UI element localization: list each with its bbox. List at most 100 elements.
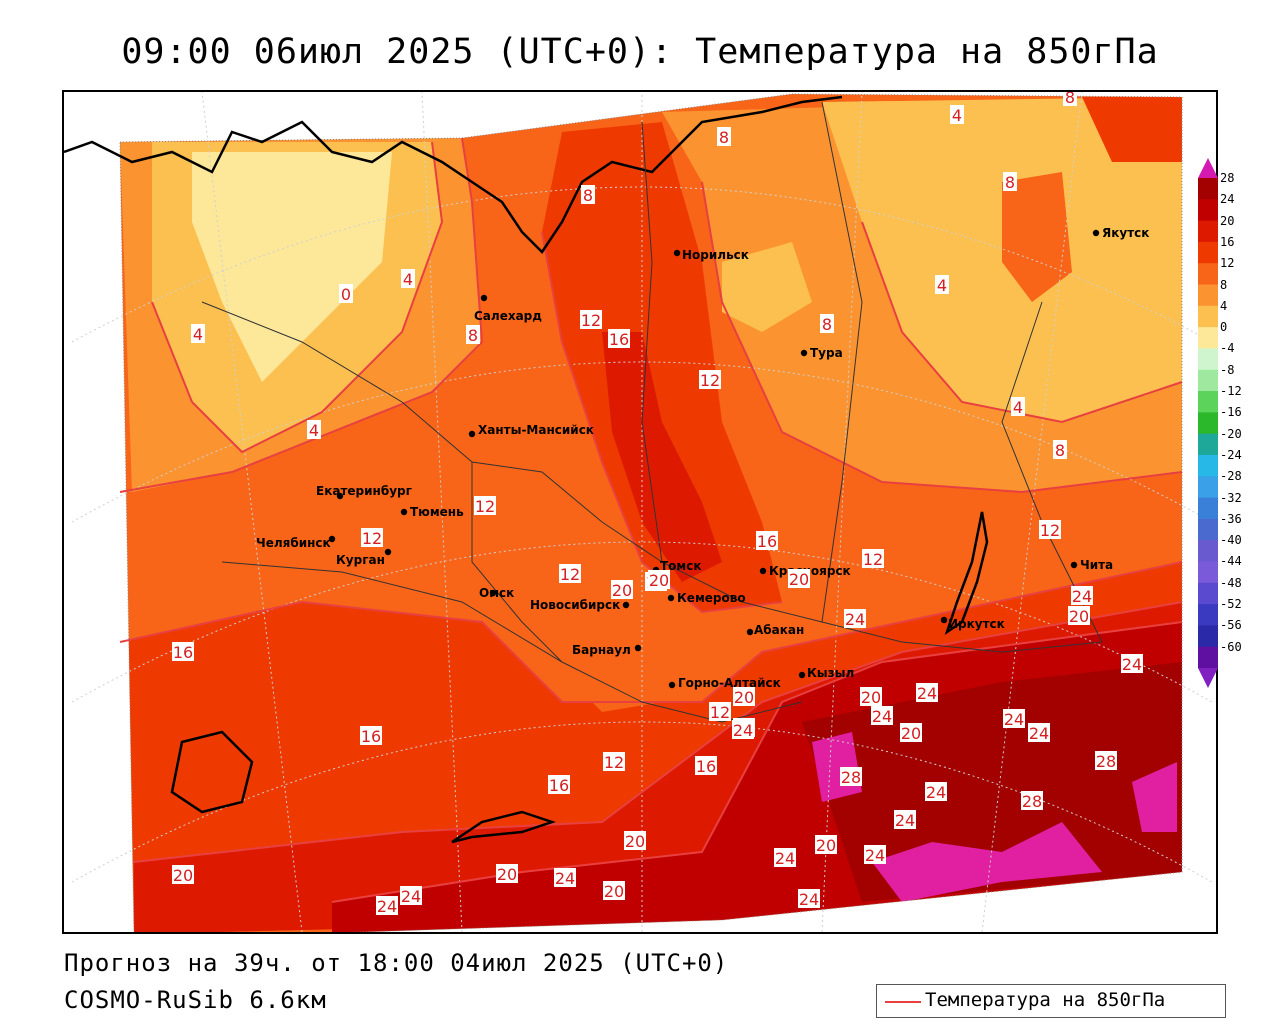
isotherm-value-label: 16: [695, 756, 717, 776]
admin-borders: [201, 101, 1103, 723]
city-marker: Норильск: [673, 248, 749, 262]
city-marker: Курган: [336, 548, 392, 567]
isotherm-value-label: 24: [400, 886, 422, 906]
colorbar-step: [1198, 412, 1218, 435]
city-dot: [759, 567, 767, 575]
svg-text:24: 24: [1029, 724, 1049, 743]
isotherms: [119, 137, 1183, 903]
isotherm-value-label: 20: [788, 569, 810, 589]
city-label: Барнаул: [572, 643, 631, 657]
colorbar-step: [1198, 369, 1218, 392]
isotherm-value-label: 24: [1028, 723, 1050, 743]
isotherm-value-label: 8: [717, 127, 731, 147]
field-16-ridge: [542, 122, 782, 612]
isotherm-labels-layer: 8848404481216128448812121612121216162024…: [172, 92, 1143, 916]
isotherm-value-label: 12: [361, 528, 383, 548]
isotherm-value-label: 20: [648, 570, 670, 590]
isotherm-value-label: 24: [1003, 709, 1025, 729]
svg-text:12: 12: [560, 565, 580, 584]
city-dot: [489, 589, 497, 597]
isotherm-value-label: 16: [756, 531, 778, 551]
isotherm-value-label: 24: [376, 896, 398, 916]
svg-text:4: 4: [309, 421, 319, 440]
svg-text:8: 8: [1065, 92, 1075, 107]
isotherm-value-label: 8: [581, 185, 595, 205]
city-dot: [1092, 229, 1100, 237]
colorbar-step: [1198, 582, 1218, 605]
colorbar-step: [1198, 348, 1218, 371]
colorbar-tick-label: -28: [1220, 469, 1242, 484]
city-dot: [336, 492, 344, 500]
legend-isotherm-swatch: [885, 1001, 921, 1003]
svg-text:24: 24: [401, 887, 421, 906]
city-dot: [798, 671, 806, 679]
svg-text:16: 16: [361, 727, 381, 746]
svg-text:20: 20: [173, 866, 193, 885]
city-marker: Якутск: [1092, 226, 1149, 240]
coastlines: [64, 95, 989, 844]
svg-text:24: 24: [917, 684, 937, 703]
city-dot: [328, 535, 336, 543]
colorbar-step: [1198, 305, 1218, 328]
svg-text:28: 28: [1096, 752, 1116, 771]
isotherm-value-label: 20: [603, 881, 625, 901]
colorbar-tick-label: 4: [1220, 298, 1228, 313]
colorbar-tick-label: 28: [1220, 171, 1235, 185]
colorbar-step: [1198, 497, 1218, 520]
colorbar-step: [1198, 391, 1218, 413]
svg-text:20: 20: [497, 865, 517, 884]
map-frame[interactable]: Норильск Салехард Тура Якутск Ханты-Мансийск…: [62, 90, 1218, 934]
city-label: Тюмень: [410, 505, 464, 519]
city-label: Абакан: [754, 623, 804, 637]
isotherm-value-label: 20: [496, 864, 518, 884]
isotherm-value-label: 4: [307, 420, 321, 440]
city-dot: [634, 644, 642, 652]
colorbar-step: [1198, 327, 1218, 349]
city-marker: Иркутск: [940, 616, 1005, 631]
map-legend: Температура на 850гПа: [876, 984, 1226, 1018]
field-12-tongue: [482, 482, 682, 712]
isotherm-value-label: 24: [1121, 654, 1143, 674]
model-name: COSMO-RuSib 6.6км: [64, 986, 327, 1014]
colorbar-tick-label: 24: [1220, 192, 1235, 207]
svg-text:28: 28: [1022, 792, 1042, 811]
colorbar-step: [1198, 220, 1218, 243]
city-marker: Чита: [1070, 558, 1113, 572]
isotherm-value-label: 12: [559, 564, 581, 584]
city-marker: Челябинск: [256, 535, 336, 550]
svg-text:20: 20: [649, 571, 669, 590]
colorbar-step: [1198, 241, 1218, 264]
colorbar-tick-label: 16: [1220, 234, 1235, 249]
city-dot: [668, 681, 676, 689]
svg-text:24: 24: [1072, 587, 1092, 606]
city-label: Томск: [660, 559, 702, 573]
isotherm-value-label: 24: [1071, 586, 1093, 606]
colorbar-step: [1198, 178, 1218, 200]
svg-text:24: 24: [845, 610, 865, 629]
city-marker: Ханты-Мансийск: [468, 423, 594, 438]
svg-text:4: 4: [952, 106, 962, 125]
isotherm-value-label: 24: [844, 609, 866, 629]
city-marker: Горно-Алтайск: [668, 676, 781, 690]
colorbar-step: [1198, 263, 1218, 286]
isotherm-value-label: 4: [950, 105, 964, 125]
field-12-ne: [1082, 97, 1182, 162]
isotherm-value-label: 16: [172, 642, 194, 662]
isotherm-value-label: 12: [580, 310, 602, 330]
isotherm-value-label: 12: [862, 549, 884, 569]
svg-text:20: 20: [816, 836, 836, 855]
isotherm-value-label: 8: [1063, 92, 1077, 107]
colorbar-step: [1198, 540, 1218, 562]
svg-text:8: 8: [1005, 173, 1015, 192]
svg-text:20: 20: [625, 832, 645, 851]
svg-text:12: 12: [362, 529, 382, 548]
svg-text:4: 4: [403, 270, 413, 289]
svg-text:24: 24: [926, 783, 946, 802]
colorbar-step: [1198, 561, 1218, 584]
city-dot: [468, 430, 476, 438]
svg-text:12: 12: [700, 371, 720, 390]
field-0-band-west: [192, 152, 392, 382]
isotherm-value-label: 8: [820, 314, 834, 334]
forecast-info: Прогноз на 39ч. от 18:00 04июл 2025 (UTC…: [64, 949, 729, 977]
svg-text:16: 16: [549, 776, 569, 795]
